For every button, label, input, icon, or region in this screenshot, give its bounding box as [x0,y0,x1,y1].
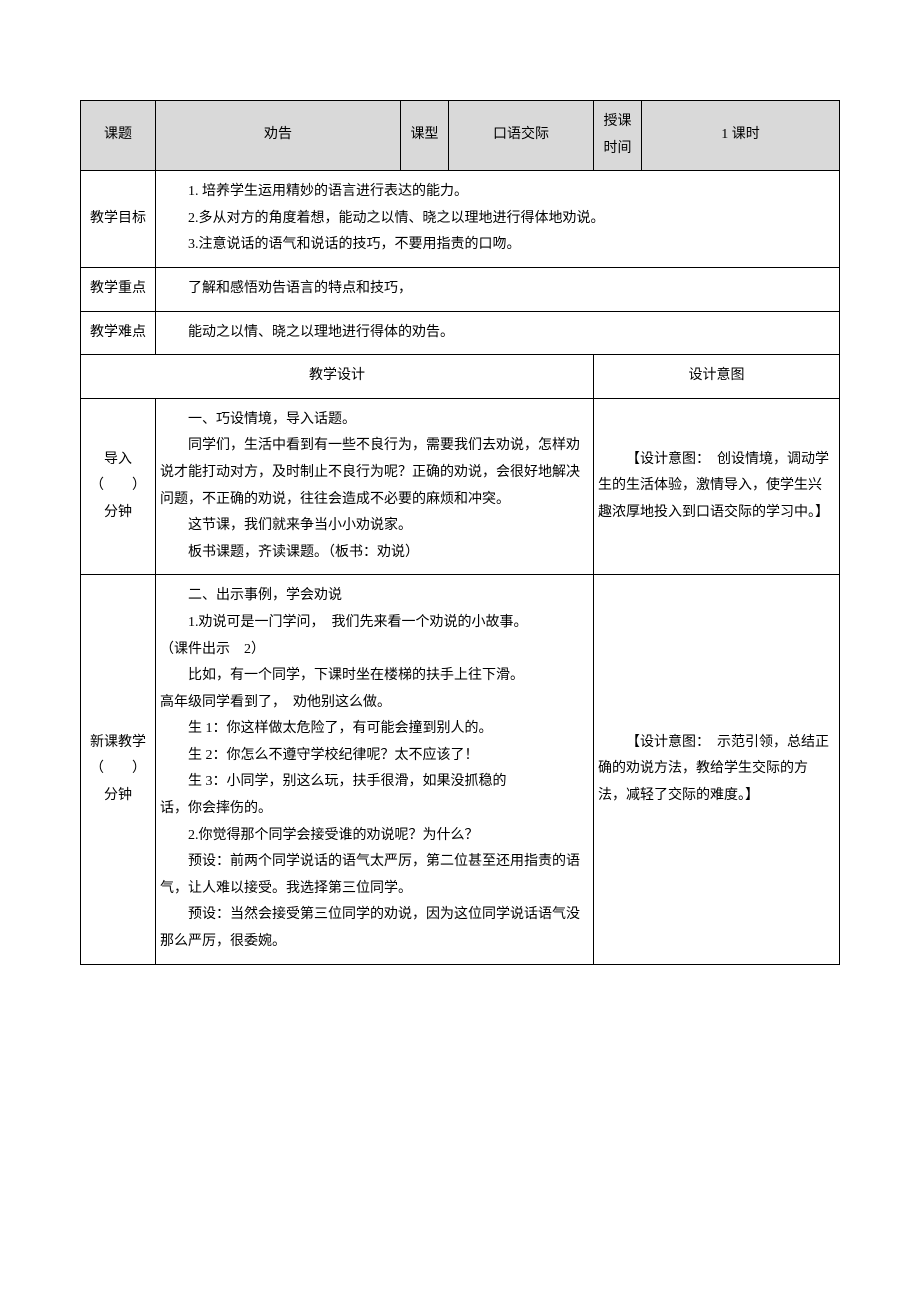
nl-line-12: 预设：当然会接受第三位同学的劝说，因为这位同学说话语气没那么严厉，很委婉。 [160,902,587,955]
intro-row: 导入（ ）分钟 一、巧设情境，导入话题。 同学们，生活中看到有一些不良行为，需要… [81,398,840,575]
header-time-value: 1 课时 [642,101,840,171]
focus-label: 教学重点 [81,267,156,311]
goal-1: 1. 培养学生运用精妙的语言进行表达的能力。 [160,179,833,206]
intro-label: 导入（ ）分钟 [81,398,156,575]
focus-row: 教学重点 了解和感悟劝告语言的特点和技巧， [81,267,840,311]
difficulty-text: 能动之以情、晓之以理地进行得体的劝告。 [160,320,833,347]
newlesson-row: 新课教学（ ）分钟 二、出示事例，学会劝说 1.劝说可是一门学问， 我们先来看一… [81,575,840,964]
nl-line-4: 比如，有一个同学，下课时坐在楼梯的扶手上往下滑。 [160,663,587,690]
newlesson-label: 新课教学（ ）分钟 [81,575,156,964]
nl-line-11: 预设：前两个同学说话的语气太严厉，第二位甚至还用指责的语气，让人难以接受。我选择… [160,849,587,902]
goals-content: 1. 培养学生运用精妙的语言进行表达的能力。 2.多从对方的角度着想，能动之以情… [156,171,840,268]
intro-line-2: 同学们，生活中看到有一些不良行为，需要我们去劝说，怎样劝说才能打动对方，及时制止… [160,433,587,513]
intro-intent-text: 【设计意图： 创设情境，调动学生的生活体验，激情导入，使学生兴趣浓厚地投入到口语… [598,447,833,527]
header-row: 课题 劝告 课型 口语交际 授课时间 1 课时 [81,101,840,171]
goals-label: 教学目标 [81,171,156,268]
lesson-plan-table: 课题 劝告 课型 口语交际 授课时间 1 课时 教学目标 1. 培养学生运用精妙… [80,100,840,965]
nl-line-2: 1.劝说可是一门学问， 我们先来看一个劝说的小故事。 [160,610,587,637]
header-type-value: 口语交际 [449,101,594,171]
focus-content: 了解和感悟劝告语言的特点和技巧， [156,267,840,311]
intro-intent: 【设计意图： 创设情境，调动学生的生活体验，激情导入，使学生兴趣浓厚地投入到口语… [594,398,840,575]
header-topic-value: 劝告 [156,101,401,171]
header-topic-label: 课题 [81,101,156,171]
intro-line-3: 这节课，我们就来争当小小劝说家。 [160,513,587,540]
design-header-row: 教学设计 设计意图 [81,355,840,399]
focus-text: 了解和感悟劝告语言的特点和技巧， [160,276,833,303]
goals-row: 教学目标 1. 培养学生运用精妙的语言进行表达的能力。 2.多从对方的角度着想，… [81,171,840,268]
newlesson-content: 二、出示事例，学会劝说 1.劝说可是一门学问， 我们先来看一个劝说的小故事。 （… [156,575,594,964]
difficulty-content: 能动之以情、晓之以理地进行得体的劝告。 [156,311,840,355]
intro-content: 一、巧设情境，导入话题。 同学们，生活中看到有一些不良行为，需要我们去劝说，怎样… [156,398,594,575]
goal-3: 3.注意说话的语气和说话的技巧，不要用指责的口吻。 [160,232,833,259]
intro-line-1: 一、巧设情境，导入话题。 [160,407,587,434]
goal-2: 2.多从对方的角度着想，能动之以情、晓之以理地进行得体地劝说。 [160,206,833,233]
nl-line-8: 生 3：小同学，别这么玩，扶手很滑，如果没抓稳的 [160,769,587,796]
nl-line-1: 二、出示事例，学会劝说 [160,583,587,610]
newlesson-intent-text: 【设计意图： 示范引领，总结正确的劝说方法，教给学生交际的方法，减轻了交际的难度… [598,730,833,810]
difficulty-row: 教学难点 能动之以情、晓之以理地进行得体的劝告。 [81,311,840,355]
header-time-label: 授课时间 [594,101,642,171]
nl-line-9: 话，你会摔伤的。 [160,796,587,823]
nl-line-3: （课件出示 2） [160,637,587,664]
nl-line-10: 2.你觉得那个同学会接受谁的劝说呢？为什么？ [160,823,587,850]
nl-line-6: 生 1：你这样做太危险了，有可能会撞到别人的。 [160,716,587,743]
difficulty-label: 教学难点 [81,311,156,355]
design-left-label: 教学设计 [81,355,594,399]
nl-line-7: 生 2：你怎么不遵守学校纪律呢？太不应该了！ [160,743,587,770]
design-right-label: 设计意图 [594,355,840,399]
intro-line-4: 板书课题，齐读课题。（板书：劝说） [160,540,587,567]
header-type-label: 课型 [401,101,449,171]
newlesson-intent: 【设计意图： 示范引领，总结正确的劝说方法，教给学生交际的方法，减轻了交际的难度… [594,575,840,964]
nl-line-5: 高年级同学看到了， 劝他别这么做。 [160,690,587,717]
